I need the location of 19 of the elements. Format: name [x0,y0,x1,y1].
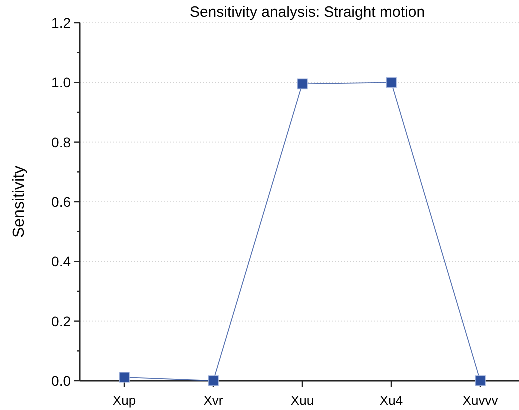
point [297,78,308,90]
x-tick-label: Xuvvv [462,393,499,408]
x-tick-label: Xu4 [380,393,404,408]
y-tick-label: 1.2 [52,15,72,31]
point [119,372,130,383]
y-axis-title: Sensitivity [11,166,28,238]
y-tick-label: 0.6 [52,194,72,210]
x-tick-label: Xvr [204,393,224,408]
x-tick-label: Xuu [290,393,314,408]
y-tick-label: 1.0 [52,74,72,91]
point [208,376,219,386]
point [386,77,397,88]
chart-title: Sensitivity analysis: Straight motion [190,4,426,21]
y-tick-label: 0.2 [52,313,72,330]
y-tick-label: 0.8 [52,134,72,150]
y-tick-label: 0.0 [52,373,72,389]
x-tick-label: Xup [112,393,136,408]
y-tick-label: 0.4 [52,254,72,270]
point [475,376,486,386]
